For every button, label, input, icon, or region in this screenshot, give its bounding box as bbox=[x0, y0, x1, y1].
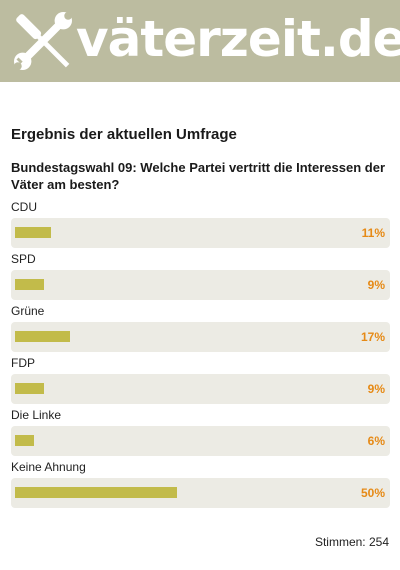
poll-option-fdp: FDP 9% bbox=[11, 356, 390, 404]
result-bar-fill bbox=[15, 435, 34, 446]
result-percent: 9% bbox=[367, 278, 385, 292]
result-percent: 11% bbox=[361, 226, 385, 240]
option-label: SPD bbox=[11, 252, 36, 266]
poll-option-spd: SPD 9% bbox=[11, 252, 390, 300]
option-label: CDU bbox=[11, 200, 37, 214]
site-logo-text[interactable]: väterzeit.de bbox=[76, 10, 400, 68]
result-percent: 9% bbox=[367, 382, 385, 396]
result-bar-track: 9% bbox=[11, 270, 390, 300]
poll-heading: Ergebnis der aktuellen Umfrage bbox=[11, 126, 237, 143]
poll-question: Bundestagswahl 09: Welche Partei vertrit… bbox=[11, 160, 385, 192]
result-bar-track: 6% bbox=[11, 426, 390, 456]
result-percent: 6% bbox=[367, 434, 385, 448]
option-label: Die Linke bbox=[11, 408, 62, 422]
result-bar-fill bbox=[15, 383, 44, 394]
option-label: Grüne bbox=[11, 304, 45, 318]
poll-option-die-linke: Die Linke 6% bbox=[11, 408, 390, 456]
poll-option-keine-ahnung: Keine Ahnung 50% bbox=[11, 460, 390, 508]
option-label: FDP bbox=[11, 356, 35, 370]
result-percent: 50% bbox=[360, 486, 385, 500]
result-bar-fill bbox=[15, 227, 51, 238]
poll-options: CDU 11% SPD 9% Grüne 17% FDP 9% bbox=[11, 200, 390, 508]
result-bar-track: 17% bbox=[11, 322, 390, 352]
poll-option-cdu: CDU 11% bbox=[11, 200, 390, 248]
result-percent: 17% bbox=[360, 330, 385, 344]
result-bar-fill bbox=[15, 487, 177, 498]
site-header: väterzeit.de bbox=[0, 0, 400, 82]
poll-option-gruene: Grüne 17% bbox=[11, 304, 390, 352]
result-bar-track: 50% bbox=[11, 478, 390, 508]
option-label: Keine Ahnung bbox=[11, 460, 86, 474]
result-bar-track: 9% bbox=[11, 374, 390, 404]
result-bar-fill bbox=[15, 279, 44, 290]
result-bar-fill bbox=[15, 331, 70, 342]
result-bar-track: 11% bbox=[11, 218, 390, 248]
poll-results: Ergebnis der aktuellen Umfrage Bundestag… bbox=[0, 126, 400, 508]
vote-count: Stimmen: 254 bbox=[314, 535, 389, 549]
wrench-screwdriver-cross-icon bbox=[14, 12, 72, 70]
